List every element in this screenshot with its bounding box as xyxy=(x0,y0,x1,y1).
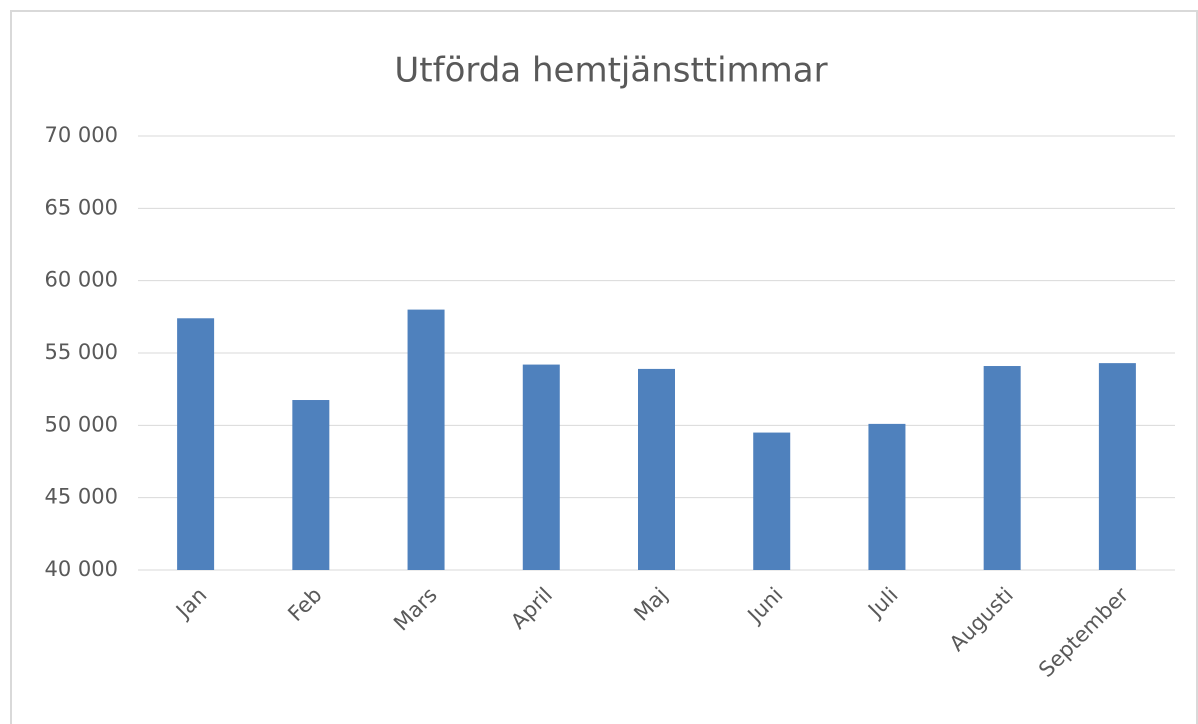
y-tick-label: 60 000 xyxy=(45,268,118,292)
bar xyxy=(1098,363,1136,570)
y-tick-label: 65 000 xyxy=(45,195,118,219)
y-tick-label: 45 000 xyxy=(45,485,118,509)
bar xyxy=(753,432,791,570)
bar xyxy=(292,400,330,570)
bar xyxy=(177,318,215,570)
y-tick-label: 70 000 xyxy=(45,123,118,147)
bar xyxy=(407,309,445,570)
bar xyxy=(638,368,675,570)
y-tick-label: 40 000 xyxy=(45,557,118,581)
chart-title: Utförda hemtjänsttimmar xyxy=(394,51,827,91)
bar xyxy=(868,423,906,570)
bar xyxy=(522,364,560,570)
y-tick-label: 50 000 xyxy=(45,412,118,436)
bar xyxy=(983,366,1021,570)
y-tick-label: 55 000 xyxy=(45,340,118,364)
